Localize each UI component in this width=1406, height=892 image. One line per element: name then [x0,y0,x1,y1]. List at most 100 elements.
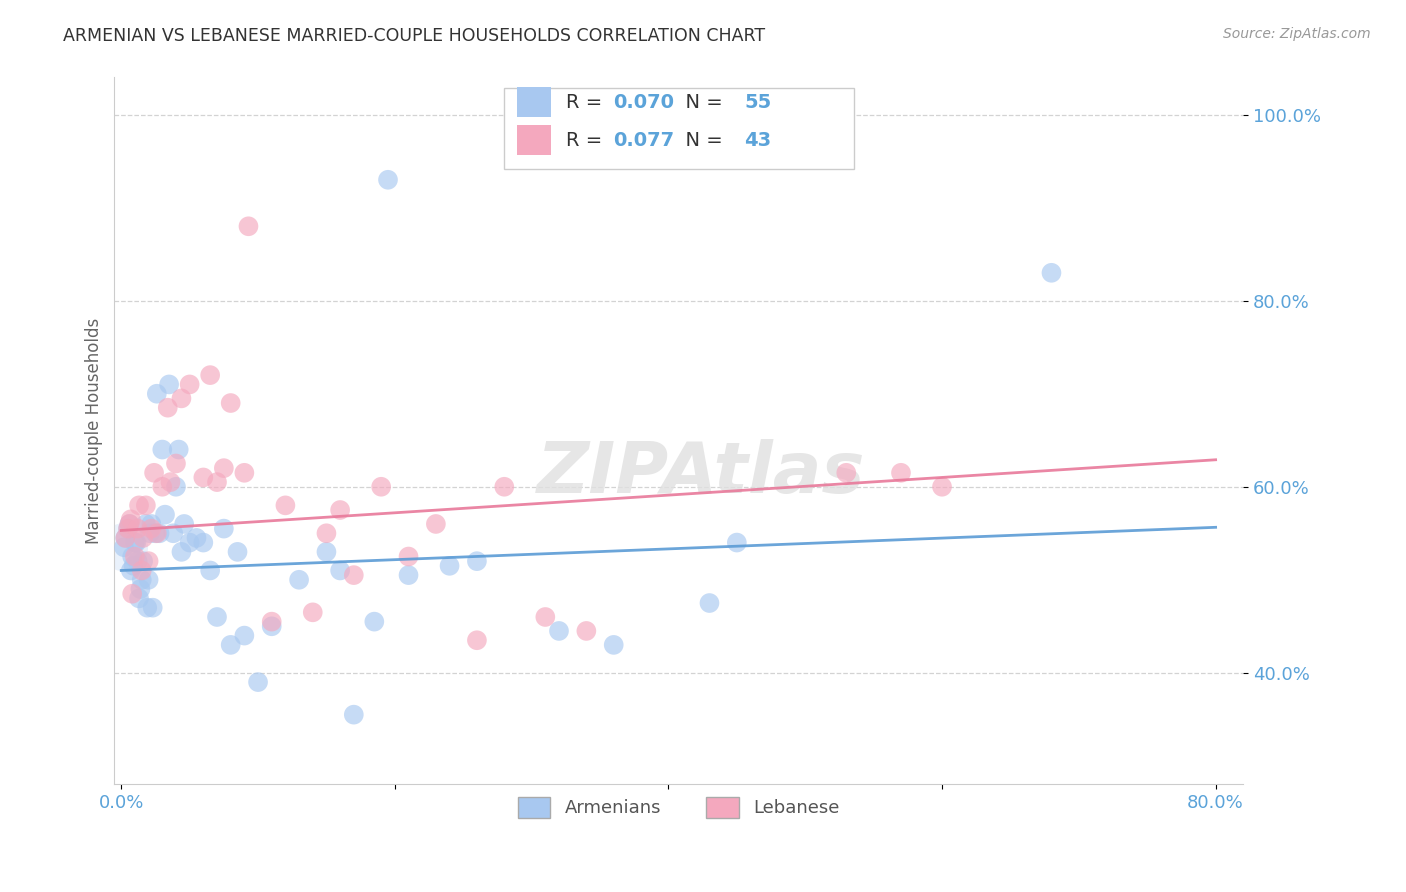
Point [146,526,169,541]
Point [398,568,420,582]
Point [465,633,488,648]
Point [124,535,146,549]
Text: R =: R = [565,131,609,150]
Point [534,610,557,624]
Point [125,535,148,549]
Point [117,522,139,536]
Text: 55: 55 [744,93,772,112]
Point [198,564,221,578]
Point [153,508,176,522]
Point [343,568,366,582]
Point [114,531,136,545]
Point [146,386,169,401]
Text: 0.070: 0.070 [613,93,675,112]
Point [170,545,193,559]
Point [233,466,256,480]
Text: N =: N = [673,93,730,112]
Point [343,707,366,722]
Point [494,480,516,494]
Point [260,615,283,629]
Point [238,219,260,234]
Point [131,573,153,587]
Point [114,531,136,545]
Point [112,540,135,554]
Point [329,564,352,578]
Point [165,480,187,494]
Point [219,638,242,652]
Text: 0.077: 0.077 [613,131,675,150]
Point [575,624,598,638]
Point [132,554,155,568]
Point [138,554,160,568]
FancyBboxPatch shape [517,125,551,154]
Point [835,466,858,480]
Point [132,531,155,545]
Point [212,522,235,536]
Point [120,512,142,526]
Point [233,629,256,643]
Point [193,535,215,549]
FancyBboxPatch shape [503,88,853,169]
Point [247,675,270,690]
Point [159,475,181,489]
Point [129,582,152,596]
Point [135,516,157,531]
Point [186,531,208,545]
Point [193,470,215,484]
Point [141,516,163,531]
Point [121,587,143,601]
Point [198,368,221,383]
Point [150,442,173,457]
Text: N =: N = [673,131,730,150]
Point [138,573,160,587]
FancyBboxPatch shape [517,87,551,117]
Point [931,480,953,494]
Point [1040,266,1063,280]
Point [165,457,187,471]
Point [602,638,624,652]
Point [274,499,297,513]
Point [121,549,143,564]
Point [118,516,141,531]
Point [212,461,235,475]
Point [260,619,283,633]
Point [725,535,748,549]
Point [157,377,180,392]
Point [136,600,159,615]
Point [122,558,145,573]
Text: Source: ZipAtlas.com: Source: ZipAtlas.com [1223,27,1371,41]
Point [141,522,163,536]
Point [548,624,571,638]
Point [131,564,153,578]
Point [148,526,170,541]
Point [117,522,139,536]
Point [179,377,201,392]
Point [150,480,173,494]
Text: 43: 43 [744,131,772,150]
Point [145,526,167,541]
Point [315,545,337,559]
Point [127,554,149,568]
Text: ARMENIAN VS LEBANESE MARRIED-COUPLE HOUSEHOLDS CORRELATION CHART: ARMENIAN VS LEBANESE MARRIED-COUPLE HOUS… [63,27,765,45]
Point [120,564,142,578]
Point [118,516,141,531]
Point [127,522,149,536]
Point [398,549,420,564]
Point [128,499,150,513]
Point [162,526,184,541]
Point [890,466,912,480]
Point [173,516,195,531]
Point [205,475,228,489]
Point [288,573,311,587]
Point [179,535,201,549]
Point [465,554,488,568]
Point [301,605,323,619]
Point [128,591,150,606]
Point [139,526,162,541]
Legend: Armenians, Lebanese: Armenians, Lebanese [510,789,846,825]
Point [142,600,165,615]
Point [219,396,242,410]
Point [112,540,135,554]
Point [425,516,447,531]
Y-axis label: Married-couple Households: Married-couple Households [86,318,103,544]
